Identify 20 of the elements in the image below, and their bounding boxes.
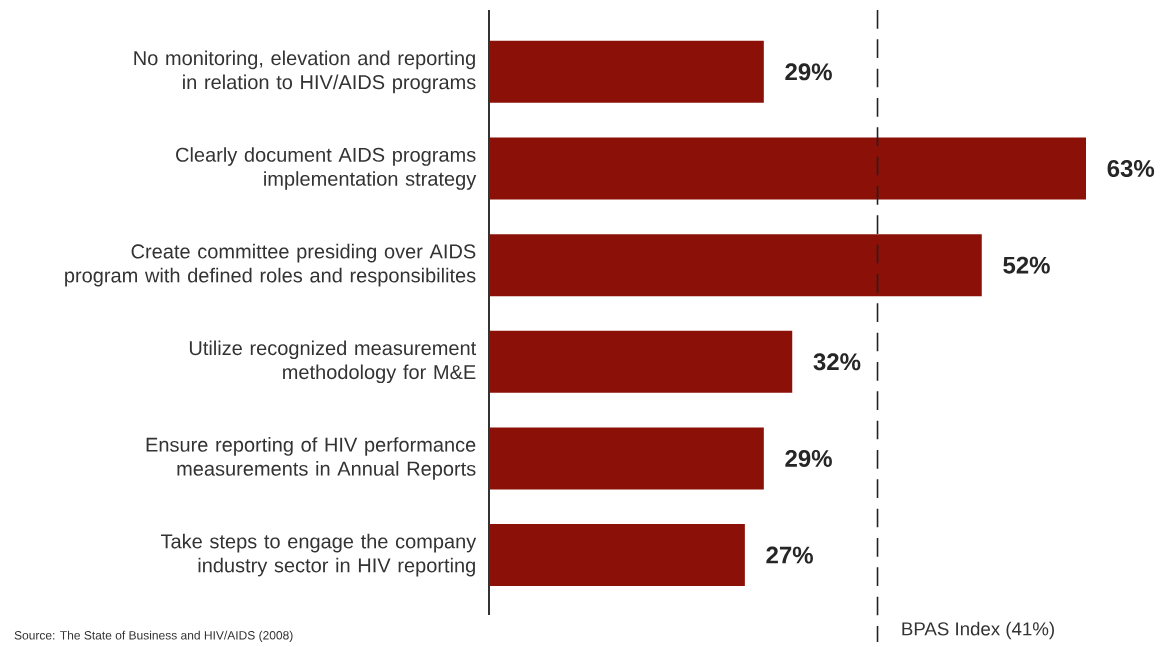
y-tick-label: Take steps to engage the company industry sector in HIV reporting (160, 533, 477, 577)
bar (489, 524, 745, 587)
y-tick-label: No monitoring, elevation and reporting in relation to HIV/AIDS programs (134, 50, 476, 94)
y-tick-label: Clearly document AIDS programs implementation strategy (176, 147, 477, 190)
bar (489, 137, 1086, 200)
source-note: Source: The State of Business and HIV/AIDS (2008) (14, 630, 293, 642)
bar (489, 40, 764, 103)
data-label: 27% (766, 546, 813, 564)
data-label: 32% (813, 353, 861, 371)
bar (489, 427, 764, 490)
bar (489, 330, 793, 393)
y-tick-label: Create committee presiding over AIDS program with defined roles and responsibilites (65, 243, 476, 287)
y-tick-label: Ensure reporting of HIV performance measurements in Annual Reports (146, 437, 476, 480)
bar (489, 234, 982, 297)
data-label: 63% (1107, 159, 1155, 178)
y-tick-label: Utilize recognized measurement methodology for M&E (189, 340, 477, 384)
data-label: 29% (785, 63, 832, 81)
data-label: 52% (1003, 256, 1050, 274)
ref-line-label: BPAS Index (41%) (902, 621, 1054, 640)
data-label: 29% (785, 449, 832, 467)
